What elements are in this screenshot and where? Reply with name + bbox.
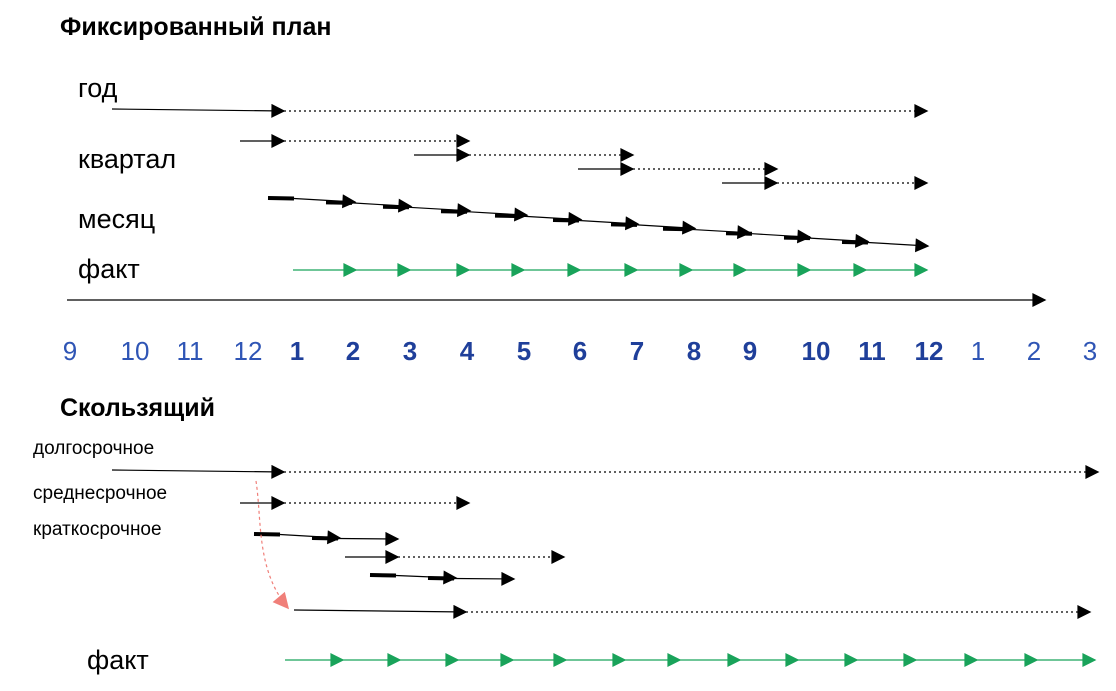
month-tick-labels: 9 10 11 12 1 2 3 4 5 6 7 8 9 10 11 12 1 2 3 (63, 336, 1097, 366)
quarter-plan-arrows (240, 134, 929, 190)
tick-label: 1 (290, 336, 304, 366)
tick-label: 5 (517, 336, 531, 366)
tick-label: 3 (403, 336, 417, 366)
month-plan-arrows (267, 194, 930, 253)
fact-label: факт (78, 254, 140, 284)
month-9-arrow-bar (725, 231, 753, 236)
month-2-arrow-bar (325, 200, 353, 205)
short-term-1-arrow-bar (253, 532, 281, 537)
tick-label: 11 (858, 336, 886, 366)
short-term-5-arrow-bar (427, 576, 455, 581)
tick-label: 12 (234, 336, 263, 366)
tick-label: 1 (971, 336, 985, 366)
tick-label: 2 (1027, 336, 1041, 366)
short-term-5-arrow-arrow (453, 571, 516, 586)
fixed-plan-title: Фиксированный план (60, 13, 332, 41)
tick-label: 9 (743, 336, 757, 366)
tick-label: 7 (630, 336, 644, 366)
short-term-2-arrow-arrow (337, 531, 400, 546)
tick-label: 8 (687, 336, 701, 366)
tick-label: 10 (121, 336, 150, 366)
tick-label: 4 (460, 336, 475, 366)
short-term-label: краткосрочное (33, 519, 162, 540)
sliding-fact-label: факт (87, 645, 149, 675)
month-6-arrow-bar (552, 218, 580, 223)
month-4-arrow-bar (440, 209, 468, 214)
month-7-arrow-bar (610, 222, 638, 227)
year-plan-arrows (111, 103, 929, 118)
quarter-label: квартал (78, 144, 176, 174)
tick-label: 6 (573, 336, 587, 366)
month-3-arrow-bar (382, 204, 410, 210)
tick-label: 10 (802, 336, 831, 366)
sliding-plan-arrows (111, 464, 1100, 619)
short-term-2-arrow-bar (311, 536, 339, 541)
long-term-label: долгосрочное (33, 438, 154, 459)
tick-label: 12 (915, 336, 944, 366)
tick-label: 2 (346, 336, 360, 366)
month-10-arrow-bar (783, 235, 811, 241)
month-1-arrow-bar (267, 196, 295, 201)
short-term-4-arrow-bar (369, 573, 397, 578)
plan-shift-arrow (255, 480, 290, 610)
month-8-arrow-bar (662, 226, 690, 232)
tick-label: 9 (63, 336, 77, 366)
tick-label: 11 (177, 336, 204, 366)
month-5-arrow-bar (494, 213, 522, 219)
month-11-arrow-bar (841, 240, 869, 245)
long-term-arrow-solid (111, 464, 286, 479)
next-plan-arrow-solid (293, 604, 468, 619)
year-label: год (78, 73, 118, 103)
month-label: месяц (78, 204, 155, 234)
mid-term-label: среднесрочное (33, 483, 167, 504)
year-arrow-solid (111, 103, 286, 118)
tick-label: 3 (1083, 336, 1097, 366)
month-11-arrow-arrow (867, 238, 930, 253)
sliding-plan-title: Скользящий (60, 394, 215, 422)
